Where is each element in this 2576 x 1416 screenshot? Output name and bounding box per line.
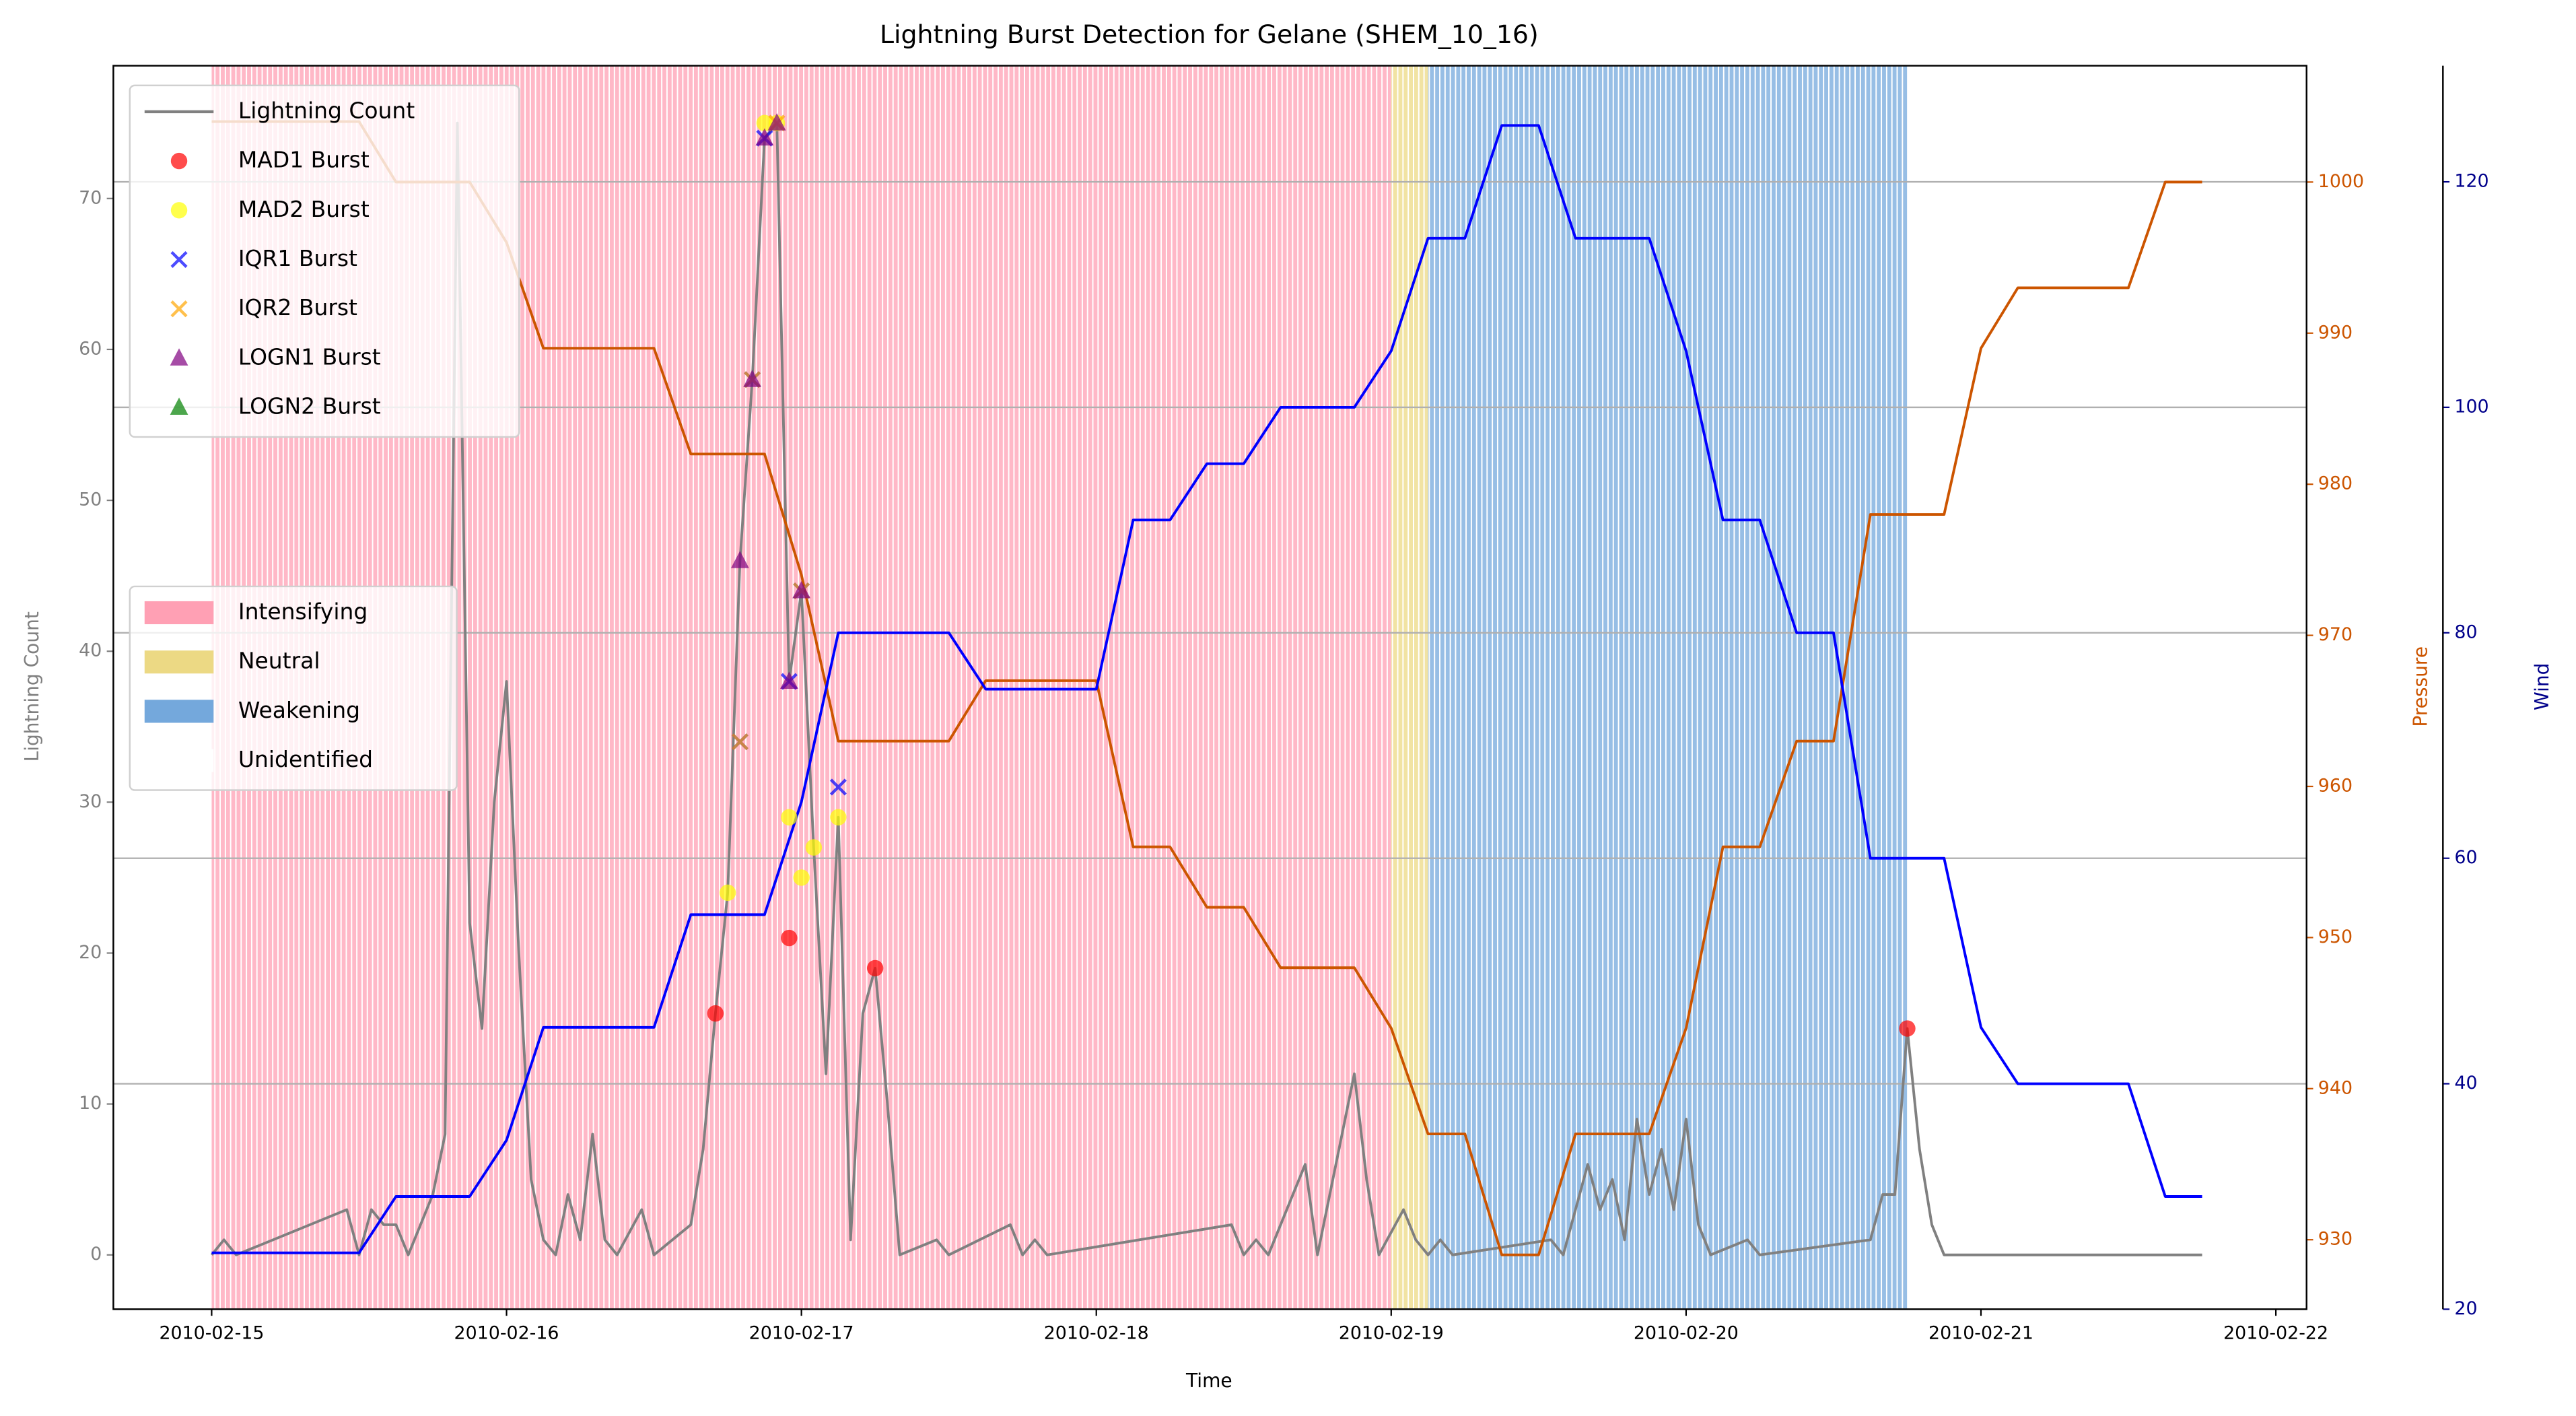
legend-box bbox=[129, 84, 520, 438]
legend-patch bbox=[144, 650, 214, 674]
y3-tick-label: 80 bbox=[2454, 621, 2477, 642]
legend-label: Lightning Count bbox=[238, 97, 415, 123]
y2-tick-label: 990 bbox=[2318, 322, 2353, 343]
y3-tick-label: 20 bbox=[2454, 1298, 2477, 1319]
burst-marker bbox=[730, 551, 749, 568]
y2-tick-label: 970 bbox=[2318, 624, 2353, 645]
legend-label: Unidentified bbox=[238, 746, 373, 772]
burst-marker bbox=[793, 869, 810, 886]
burst-marker bbox=[1899, 1020, 1916, 1037]
y-tick-label: 0 bbox=[90, 1244, 102, 1265]
legend-label: LOGN2 Burst bbox=[238, 393, 381, 419]
x-tick-label: 2010-02-15 bbox=[159, 1323, 264, 1344]
y3-tick-label: 40 bbox=[2454, 1073, 2477, 1093]
x-tick-label: 2010-02-20 bbox=[1634, 1323, 1739, 1344]
y2-tick-label: 930 bbox=[2318, 1229, 2353, 1250]
legend-marker bbox=[170, 202, 188, 219]
y-tick-label: 60 bbox=[79, 338, 102, 359]
x-tick-label: 2010-02-21 bbox=[1928, 1323, 2033, 1344]
burst-marker bbox=[781, 809, 798, 825]
x-tick-label: 2010-02-17 bbox=[749, 1323, 854, 1344]
y-tick-label: 20 bbox=[79, 942, 102, 963]
plot-frame bbox=[112, 65, 2307, 1310]
y-tick-label: 70 bbox=[79, 187, 102, 208]
x-tick-label: 2010-02-16 bbox=[454, 1323, 559, 1344]
lightning-line bbox=[210, 121, 2202, 1256]
burst-marker bbox=[756, 114, 773, 131]
legend-marker bbox=[170, 300, 188, 318]
x-tick-label: 2010-02-19 bbox=[1339, 1323, 1444, 1344]
legend-marker bbox=[170, 397, 188, 415]
phase-span bbox=[1391, 65, 1428, 1310]
burst-marker bbox=[779, 671, 798, 689]
legend-marker bbox=[170, 152, 188, 170]
phase-span bbox=[1428, 65, 1908, 1310]
legend-label: MAD1 Burst bbox=[238, 147, 370, 173]
legend-patch bbox=[144, 601, 214, 625]
y-tick-label: 40 bbox=[79, 640, 102, 661]
burst-marker bbox=[731, 733, 749, 751]
y2-tick-label: 940 bbox=[2318, 1077, 2353, 1098]
legend-label: MAD2 Burst bbox=[238, 196, 370, 222]
y3-tick-label: 120 bbox=[2454, 171, 2488, 192]
burst-marker bbox=[829, 778, 847, 796]
legend-label: Neutral bbox=[238, 648, 320, 674]
y-tick-label: 50 bbox=[79, 490, 102, 510]
burst-marker bbox=[767, 113, 786, 131]
y3-axis-label: Wind bbox=[2531, 663, 2553, 710]
lines bbox=[210, 120, 2202, 1256]
y2-tick-label: 980 bbox=[2318, 473, 2353, 494]
burst-marker bbox=[781, 929, 798, 947]
x-tick-label: 2010-02-18 bbox=[1044, 1323, 1149, 1344]
y2-axis-label: Pressure bbox=[2410, 646, 2432, 727]
legend: Lightning Count MAD1 Burst MAD2 Burst IQR1 … bbox=[129, 84, 520, 438]
bursts bbox=[707, 113, 1916, 1037]
legend-label: Intensifying bbox=[238, 599, 368, 625]
y3-tick-label: 60 bbox=[2454, 847, 2477, 868]
burst-marker bbox=[792, 580, 811, 599]
pressure-line bbox=[211, 120, 2202, 1256]
y2-tick-label: 950 bbox=[2318, 926, 2353, 947]
y-axis-label: Lightning Count bbox=[21, 611, 43, 762]
y-tick-label: 30 bbox=[79, 791, 102, 812]
burst-marker bbox=[755, 128, 774, 146]
wind-line bbox=[211, 124, 2202, 1254]
legend-label: IQR1 Burst bbox=[238, 245, 357, 271]
phase-legend: Intensifying Neutral Weakening Unidentified bbox=[129, 585, 458, 791]
y2-tick-label: 960 bbox=[2318, 775, 2353, 796]
burst-marker bbox=[830, 809, 847, 825]
y-tick-label: 10 bbox=[79, 1093, 102, 1114]
legend-marker bbox=[170, 348, 188, 366]
x-tick-label: 2010-02-22 bbox=[2223, 1323, 2328, 1344]
legend-patch bbox=[144, 700, 214, 723]
burst-marker bbox=[707, 1005, 724, 1022]
legend-patch bbox=[144, 749, 214, 772]
y3-tick-label: 100 bbox=[2454, 396, 2488, 417]
legend-label: Weakening bbox=[238, 697, 360, 723]
legend-label: LOGN1 Burst bbox=[238, 343, 381, 370]
x-axis-label: Time bbox=[1185, 1370, 1232, 1392]
burst-marker bbox=[719, 884, 736, 902]
legend-marker bbox=[170, 250, 188, 268]
chart-title: Lightning Burst Detection for Gelane (SH… bbox=[880, 20, 1539, 49]
burst-marker bbox=[743, 370, 762, 387]
legend-label: IQR2 Burst bbox=[238, 294, 357, 321]
y2-tick-label: 1000 bbox=[2318, 171, 2364, 192]
burst-marker bbox=[866, 959, 884, 977]
axes: 0 10 20 30 40 50 60 70 930 940 950 960 970 980 990 1000… bbox=[79, 65, 2489, 1344]
legend-box bbox=[129, 585, 458, 791]
burst-marker bbox=[805, 839, 823, 856]
